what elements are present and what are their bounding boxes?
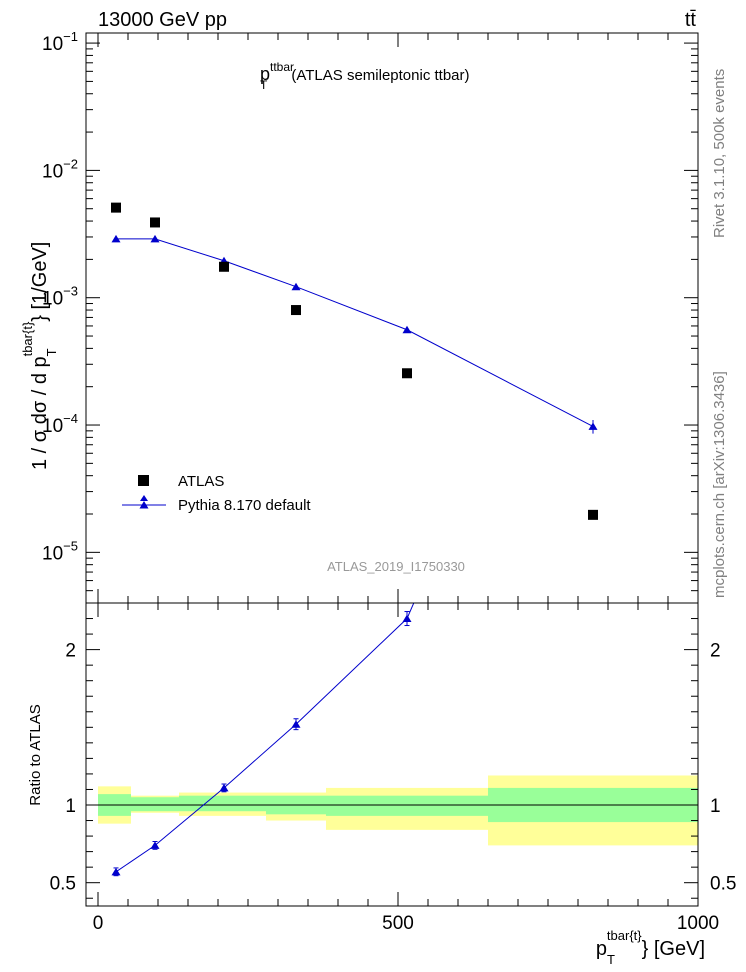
legend-atlas-marker	[138, 475, 149, 486]
pythia-point	[111, 234, 121, 243]
ratio-point	[402, 614, 412, 623]
header-right: tt̄	[685, 9, 697, 31]
y-axis-label: 1 / σ dσ / d pTtbar{t}} [1/GeV]	[20, 242, 59, 470]
atlas-point	[111, 202, 121, 213]
atlas-point	[219, 261, 229, 272]
stat-uncertainty-band	[131, 797, 179, 812]
ratio-point	[219, 783, 229, 792]
ratio-y-tick-label-right: 0.5	[710, 874, 736, 895]
x-tick-label: 1000	[677, 913, 719, 934]
y-tick-label: 10−5	[42, 538, 78, 564]
ratio-y-tick-label: 0.5	[50, 874, 76, 895]
pythia-point	[150, 234, 160, 243]
y-tick-label: 10−3	[42, 284, 78, 310]
ratio-y-tick-label-right: 2	[710, 641, 721, 662]
ratio-point	[589, 187, 598, 195]
atlas-point	[291, 305, 301, 316]
ratio-line	[115, 603, 415, 873]
ratio-point	[111, 867, 121, 876]
x-tick-label: 0	[93, 913, 104, 934]
x-tick-label: 500	[382, 913, 414, 934]
svg-text:1 / σ dσ / d pTtbar{t}} [1/GeV: 1 / σ dσ / d pTtbar{t}} [1/GeV]	[20, 242, 59, 470]
main-panel: 10−5 10−4 10−3 10−2 10−1 pttbar T(ATLAS semil…	[20, 29, 699, 604]
pythia-line	[116, 238, 594, 427]
x-axis-label: pTtbar{t}} [GeV]	[596, 928, 705, 967]
legend-atlas-label: ATLAS	[178, 473, 224, 490]
pythia-point	[588, 422, 598, 430]
ratio-point	[150, 841, 160, 849]
atlas-point	[150, 217, 160, 228]
legend-pythia-label: Pythia 8.170 default	[178, 497, 311, 514]
stat-uncertainty-band	[326, 795, 488, 816]
ratio-y-tick-label: 2	[65, 641, 76, 662]
analysis-watermark: ATLAS_2019_I1750330	[327, 559, 465, 574]
legend: ATLAS Pythia 8.170 default	[122, 473, 311, 514]
stat-uncertainty-band	[179, 795, 266, 812]
chart-title: pttbar T(ATLAS semileptonic ttbar)	[260, 60, 470, 92]
ratio-y-tick-label: 1	[65, 796, 76, 817]
mcplots-label: mcplots.cern.ch [arXiv:1306.3436]	[711, 371, 728, 598]
ratio-panel-frame	[85, 602, 699, 907]
ratio-y-tick-label-right: 1	[710, 796, 721, 817]
y-tick-label: 10−1	[42, 29, 78, 55]
y-tick-label: 10−4	[42, 411, 78, 437]
ratio-panel: 0.5 0.5 1 1 2 2 0 500 1000 Ratio to ATLAS pTtba…	[27, 187, 736, 967]
y-tick-label: 10−2	[42, 156, 78, 182]
pythia-point	[402, 325, 412, 334]
main-panel-frame	[85, 32, 699, 604]
atlas-point	[588, 509, 598, 520]
legend-pythia-marker	[139, 495, 149, 509]
rivet-label: Rivet 3.1.10, 500k events	[711, 69, 728, 238]
atlas-point	[402, 368, 412, 379]
ratio-y-label: Ratio to ATLAS	[27, 704, 44, 805]
ratio-point	[291, 720, 301, 728]
header-left: 13000 GeV pp	[98, 9, 227, 31]
pythia-point	[291, 282, 301, 291]
